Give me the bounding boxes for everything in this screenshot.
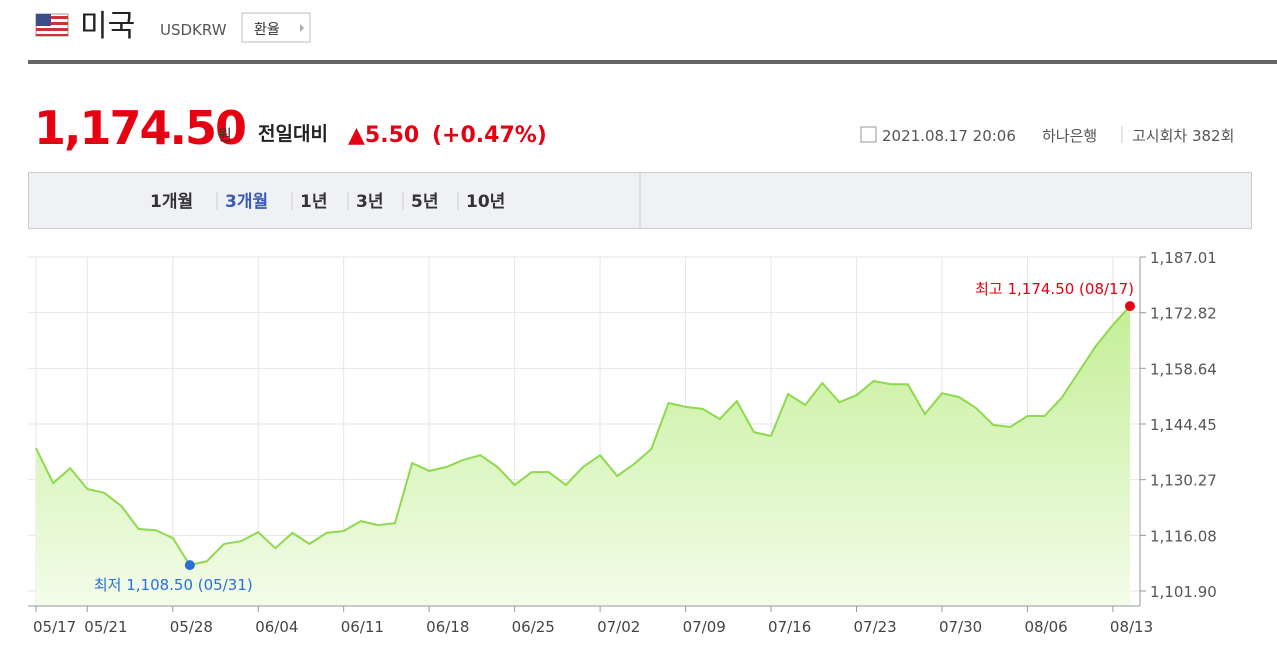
high-label: 최고 1,174.50 (08/17) bbox=[975, 280, 1134, 298]
x-tick-label: 07/23 bbox=[854, 618, 897, 636]
flag bbox=[35, 13, 69, 37]
line bbox=[35, 305, 1131, 567]
x-tick-label: 08/06 bbox=[1024, 618, 1067, 636]
high-point bbox=[1125, 301, 1135, 312]
rate-button-label[interactable]: 환율 bbox=[254, 22, 280, 38]
change-pct: (+0.47%) bbox=[432, 123, 547, 148]
low-point bbox=[184, 560, 195, 571]
datetime: 2021.08.17 20:06 bbox=[882, 127, 1016, 145]
area bbox=[36, 306, 1130, 606]
country: 미국 bbox=[80, 9, 135, 44]
tab[interactable]: 10년 bbox=[466, 192, 505, 212]
x-tick-label: 07/09 bbox=[683, 618, 726, 636]
y-tick-label: 1,144.45 bbox=[1150, 416, 1217, 434]
x-tick-label: 06/25 bbox=[512, 618, 555, 636]
x-tick-label: 07/30 bbox=[939, 618, 982, 636]
price-unit: 원 bbox=[218, 126, 232, 144]
bank: 하나은행 bbox=[1042, 127, 1097, 145]
round: 고시회차 382회 bbox=[1132, 127, 1234, 145]
tab[interactable]: 3개월 bbox=[225, 192, 268, 212]
divider bbox=[28, 60, 1277, 64]
low-label: 최저 1,108.50 (05/31) bbox=[94, 576, 253, 594]
x-tick-label: 05/21 bbox=[84, 618, 127, 636]
x-tick-label: 06/18 bbox=[426, 618, 469, 636]
price: 1,174.50 bbox=[34, 101, 245, 155]
y-tick-label: 1,130.27 bbox=[1150, 472, 1217, 490]
change: ▲5.50 bbox=[348, 123, 419, 148]
calendar-icon bbox=[860, 126, 877, 143]
tab[interactable]: 5년 bbox=[411, 192, 438, 212]
code: USDKRW bbox=[160, 21, 227, 39]
x-tick-label: 08/13 bbox=[1110, 618, 1153, 636]
x-tick-label: 05/28 bbox=[170, 618, 213, 636]
x-tick-label: 06/11 bbox=[341, 618, 384, 636]
y-tick-label: 1,101.90 bbox=[1150, 583, 1217, 601]
tab[interactable]: 1년 bbox=[300, 192, 327, 212]
tab[interactable]: 1개월 bbox=[150, 192, 193, 212]
tab[interactable]: 3년 bbox=[356, 192, 383, 212]
y-tick-label: 1,187.01 bbox=[1150, 249, 1217, 267]
x-tick-label: 07/02 bbox=[597, 618, 640, 636]
x-tick-label: 07/16 bbox=[768, 618, 811, 636]
x-tick-label: 06/04 bbox=[255, 618, 298, 636]
y-tick-label: 1,172.82 bbox=[1150, 305, 1217, 323]
y-tick-label: 1,116.08 bbox=[1150, 527, 1217, 545]
y-tick-label: 1,158.64 bbox=[1150, 360, 1217, 378]
button-arrow bbox=[300, 24, 304, 32]
x-tick-label: 05/17 bbox=[33, 618, 76, 636]
rate-button[interactable] bbox=[241, 12, 311, 43]
change-label: 전일대비 bbox=[258, 123, 328, 145]
